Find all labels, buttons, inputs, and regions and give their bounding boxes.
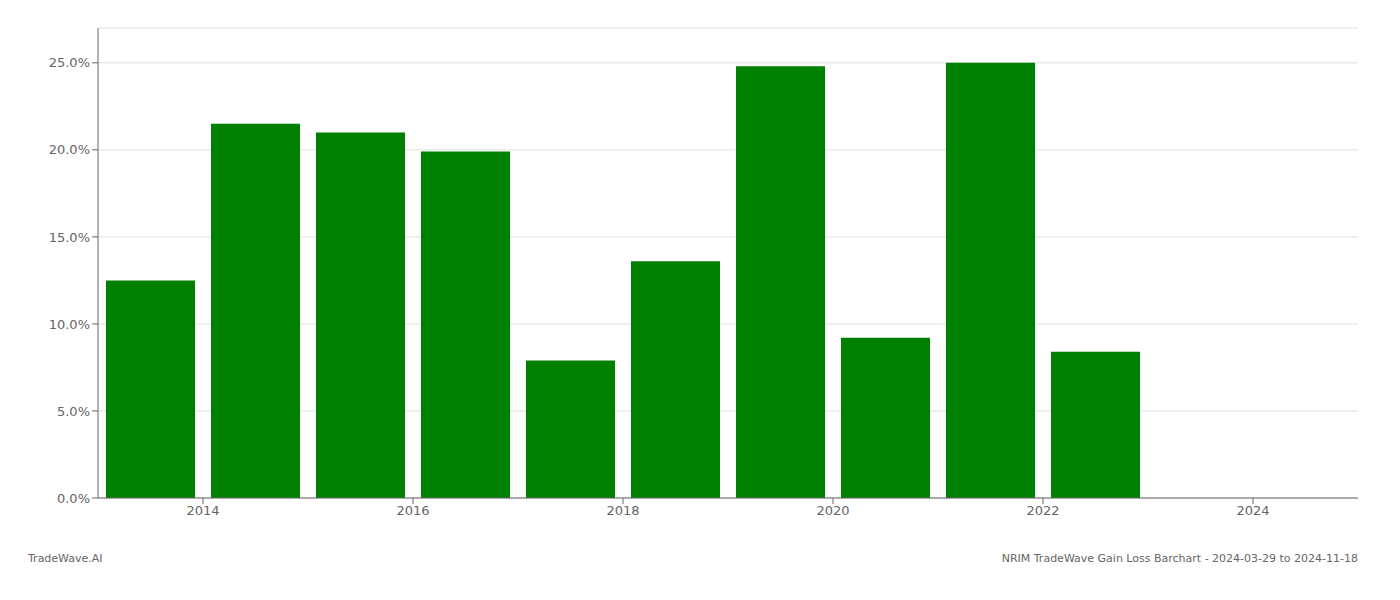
svg-text:5.0%: 5.0%: [57, 404, 90, 419]
svg-text:25.0%: 25.0%: [49, 55, 90, 70]
svg-text:15.0%: 15.0%: [49, 230, 90, 245]
svg-text:2016: 2016: [396, 503, 429, 518]
svg-text:2020: 2020: [816, 503, 849, 518]
svg-text:2018: 2018: [606, 503, 639, 518]
svg-text:10.0%: 10.0%: [49, 317, 90, 332]
html-text:TradeWave.AI: TradeWave.AI: [28, 552, 103, 565]
svg-text:2024: 2024: [1236, 503, 1269, 518]
svg-text:0.0%: 0.0%: [57, 491, 90, 506]
html-text:NRIM TradeWave Gain Loss Barch: NRIM TradeWave Gain Loss Barchart - 2024…: [1001, 552, 1358, 565]
svg-text:20.0%: 20.0%: [49, 142, 90, 157]
svg-text:2022: 2022: [1026, 503, 1059, 518]
svg-text:2014: 2014: [186, 503, 219, 518]
